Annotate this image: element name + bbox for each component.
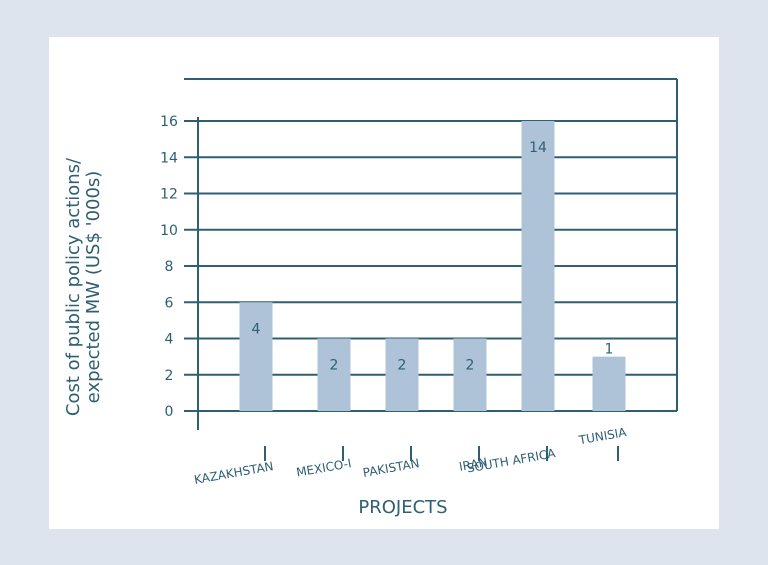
x-category-label: IRAN (458, 455, 489, 474)
axes (197, 79, 678, 430)
y-tick-label: 0 (165, 404, 174, 420)
y-axis-title: Cost of public policy actions/ expected … (63, 157, 104, 416)
bars (239, 121, 626, 411)
y-axis-title-line-1: Cost of public policy actions/ (63, 157, 84, 416)
bar (521, 121, 555, 411)
y-tick-label: 6 (165, 295, 174, 311)
bar-value-label: 2 (466, 358, 475, 374)
y-tick-label: 16 (160, 114, 178, 130)
y-tick-label: 12 (160, 187, 178, 203)
y-tick-label: 10 (160, 223, 178, 239)
y-tick-label: 4 (165, 332, 174, 348)
x-category-label: MEXICO-I (295, 456, 352, 479)
bar-value-label: 4 (252, 321, 261, 337)
bar-value-label: 2 (330, 358, 339, 374)
chart-panel: 0 2 4 6 8 10 12 14 16 4 KAZAKHSTAN 2 MEXICO-I 2 PAKIST… (49, 37, 719, 529)
bar-chart: 02468101214164KAZAKHSTAN2MEXICO-I2PAKIST… (63, 78, 678, 518)
x-category-label: PAKISTAN (362, 456, 421, 480)
x-category-label: TUNISIA (577, 425, 628, 447)
x-category-label: KAZAKHSTAN (193, 459, 275, 487)
y-tick-label: 8 (165, 259, 174, 275)
bar (453, 338, 487, 411)
bar-value-label: 2 (398, 358, 407, 374)
x-axis-title: PROJECTS (358, 497, 447, 518)
y-tick-label: 14 (160, 150, 178, 166)
bar (385, 338, 419, 411)
y-axis-title-line-2: expected MW (US$ '000s) (83, 171, 104, 404)
bar (592, 356, 626, 411)
bar (239, 302, 273, 411)
bar-value-label: 14 (529, 140, 547, 156)
y-tick-label: 2 (165, 368, 174, 384)
bar (317, 338, 351, 411)
bar-value-label: 1 (605, 342, 614, 358)
labels: 02468101214164KAZAKHSTAN2MEXICO-I2PAKIST… (160, 114, 628, 487)
